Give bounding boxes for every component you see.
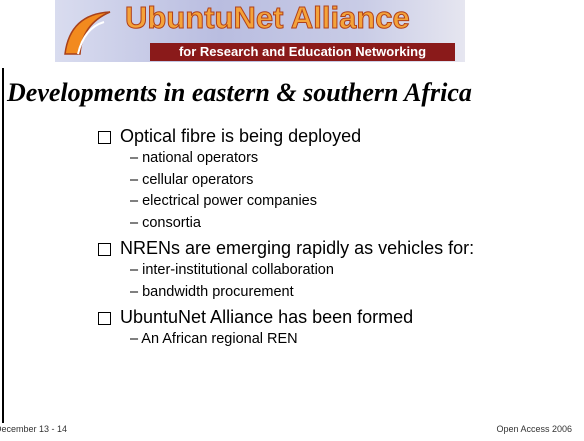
border-line <box>2 68 4 423</box>
sub-item: – bandwidth procurement <box>130 284 294 300</box>
sub-item-text: electrical power companies <box>142 193 317 209</box>
logo-subtitle: for Research and Education Networking <box>150 43 455 61</box>
logo-title: UbuntuNet Alliance <box>125 0 410 36</box>
sub-item: – cellular operators <box>130 172 253 188</box>
sub-item: – inter-institutional collaboration <box>130 262 334 278</box>
checkbox <box>98 312 111 325</box>
sub-item-text: cellular operators <box>142 172 253 188</box>
sub-item: – electrical power companies <box>130 193 317 209</box>
bullet-text: NRENs are emerging rapidly as vehicles f… <box>120 238 474 259</box>
sub-item: – An African regional REN <box>130 331 298 347</box>
sub-item: – national operators <box>130 150 258 166</box>
slide-title: Developments in eastern & southern Afric… <box>7 78 472 108</box>
sub-item-text: consortia <box>142 215 201 231</box>
slide: UbuntuNet Alliance for Research and Educ… <box>0 0 584 441</box>
sub-item-text: An African regional REN <box>141 331 297 347</box>
footer-date: December 13 - 14 <box>0 424 67 434</box>
bullet-text: UbuntuNet Alliance has been formed <box>120 307 413 328</box>
sub-item-text: inter-institutional collaboration <box>142 262 334 278</box>
checkbox <box>98 131 111 144</box>
sub-item-text: national operators <box>142 150 258 166</box>
footer-event: Open Access 2006 <box>496 424 572 434</box>
checkbox <box>98 243 111 256</box>
logo-arc <box>60 6 120 56</box>
sub-item-text: bandwidth procurement <box>142 284 294 300</box>
bullet-text: Optical fibre is being deployed <box>120 126 361 147</box>
sub-item: – consortia <box>130 215 201 231</box>
